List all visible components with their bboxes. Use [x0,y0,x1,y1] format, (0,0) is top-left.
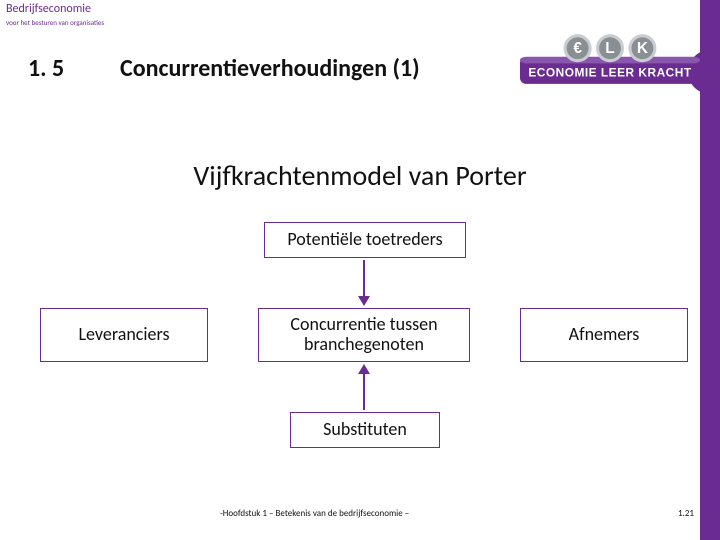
footer-text: -Hoofdstuk 1 – Betekenis van de bedrijfs… [220,508,409,519]
section-title: Concurrentieverhoudingen (1) [120,54,420,83]
slide: Bedrijfseconomie voor het besturen van o… [0,0,720,540]
logo: ECONOMIE LEER KRACHT € L K [520,32,700,86]
section-number: 1. 5 [28,54,64,83]
force-entrants-label: Potentiële toetreders [287,230,442,250]
force-rivalry-label: Concurrentie tussen branchegenoten [265,315,463,355]
force-buyers-label: Afnemers [569,325,640,345]
force-rivalry: Concurrentie tussen branchegenoten [258,308,470,362]
force-suppliers-label: Leveranciers [78,325,169,345]
force-entrants: Potentiële toetreders [264,222,466,258]
force-substitutes: Substituten [290,412,440,448]
logo-icon: ECONOMIE LEER KRACHT € L K [520,32,700,86]
brand-title: Bedrijfseconomie [6,2,91,16]
model-title: Vijfkrachtenmodel van Porter [120,158,600,193]
svg-text:L: L [605,40,614,57]
force-buyers: Afnemers [520,308,688,362]
brand-subtitle: voor het besturen van organisaties [6,18,104,27]
svg-text:€: € [573,40,582,57]
force-suppliers: Leveranciers [40,308,208,362]
svg-text:ECONOMIE LEER KRACHT: ECONOMIE LEER KRACHT [528,65,691,79]
force-substitutes-label: Substituten [323,420,407,440]
svg-text:K: K [637,40,648,57]
page-number: 1.21 [678,508,694,519]
